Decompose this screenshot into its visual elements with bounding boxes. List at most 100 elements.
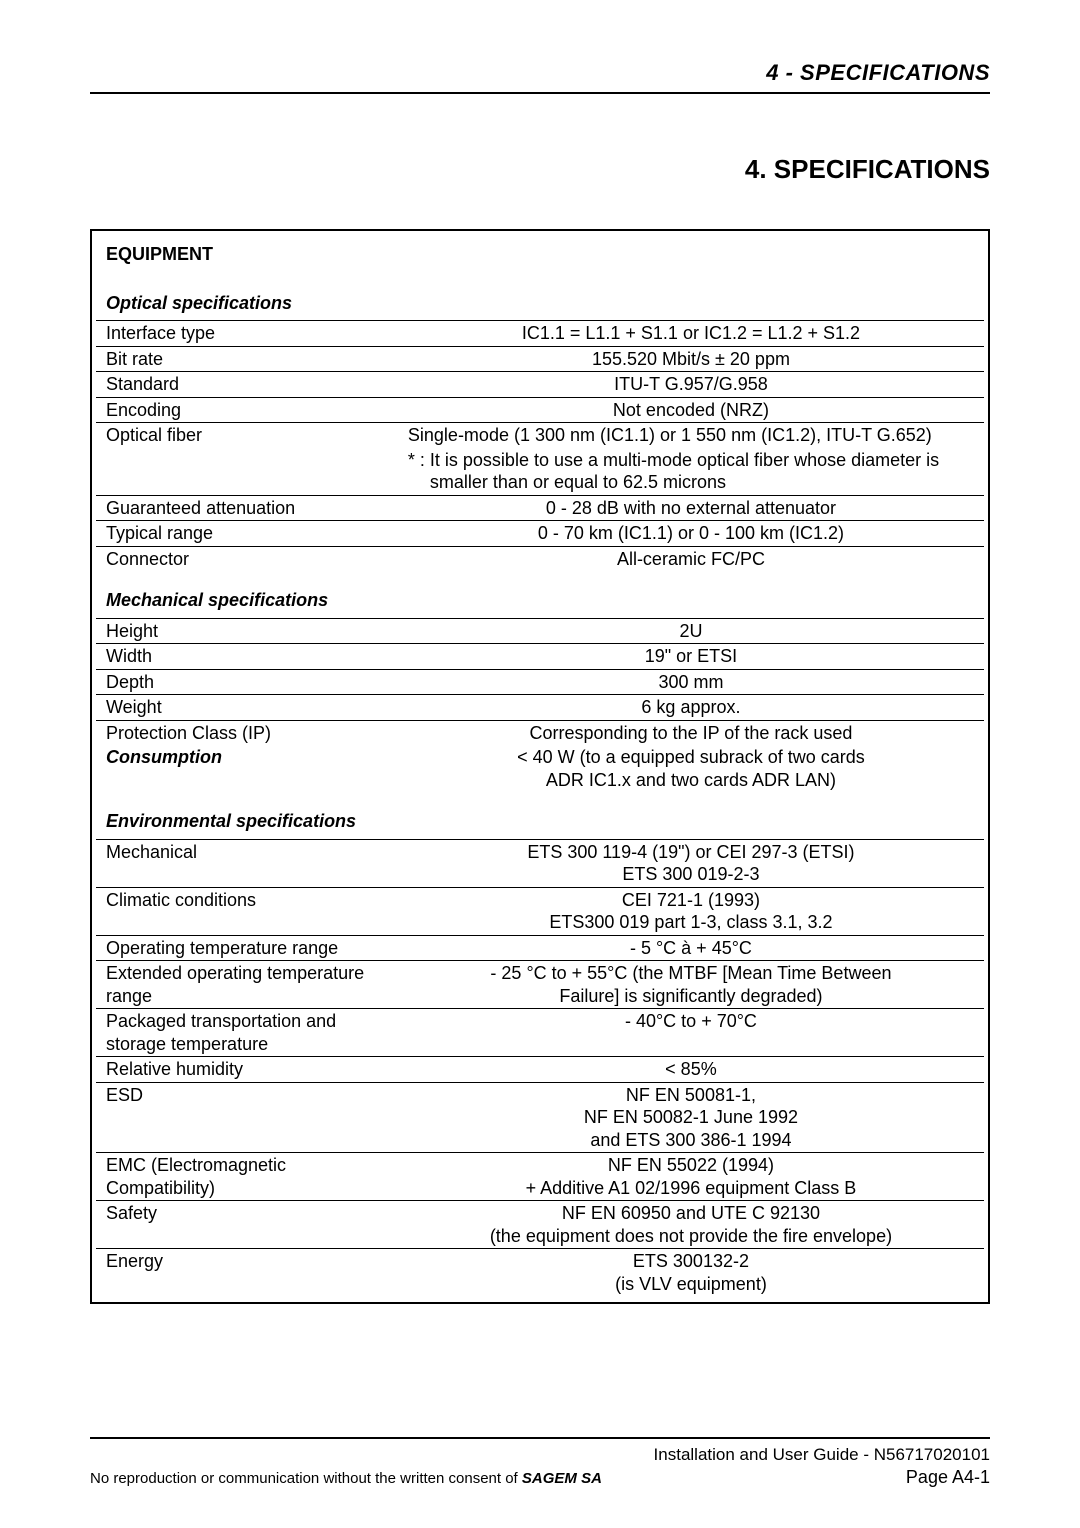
cell-line: and ETS 300 386-1 1994 [590, 1130, 791, 1150]
table-row: ESD NF EN 50081-1, NF EN 50082-1 June 19… [96, 1082, 984, 1153]
table-row: Mechanical ETS 300 119-4 (19") or CEI 29… [96, 839, 984, 887]
cell-label: Encoding [96, 397, 398, 423]
table-row: Consumption < 40 W (to a equipped subrac… [96, 745, 984, 792]
table-row: Relative humidity < 85% [96, 1057, 984, 1083]
cell-label: Climatic conditions [96, 887, 398, 935]
cell-value: 0 - 28 dB with no external attenuator [398, 495, 984, 521]
cell-label: Protection Class (IP) [96, 720, 398, 745]
cell-label: Relative humidity [96, 1057, 398, 1083]
footer-page-number: Page A4-1 [886, 1467, 990, 1488]
table-row: Climatic conditions CEI 721-1 (1993) ETS… [96, 887, 984, 935]
cell-value: ITU-T G.957/G.958 [398, 372, 984, 398]
cell-line: < 40 W (to a equipped subrack of two car… [517, 747, 865, 767]
group-heading-optical: Optical specifications [96, 274, 984, 321]
cell-line: ETS 300 119-4 (19") or CEI 297-3 (ETSI) [527, 842, 854, 862]
table-row: Height 2U [96, 618, 984, 644]
cell-line: ETS300 019 part 1-3, class 3.1, 3.2 [549, 912, 832, 932]
cell-line: NF EN 50081-1, [626, 1085, 756, 1105]
table-row: Guaranteed attenuation 0 - 28 dB with no… [96, 495, 984, 521]
cell-value: ETS 300 119-4 (19") or CEI 297-3 (ETSI) … [398, 839, 984, 887]
cell-line: - 25 °C to + 55°C (the MTBF [Mean Time B… [490, 963, 891, 983]
cell-value: CEI 721-1 (1993) ETS300 019 part 1-3, cl… [398, 887, 984, 935]
table-row: Bit rate 155.520 Mbit/s ± 20 ppm [96, 346, 984, 372]
consumption-value: < 40 W (to a equipped subrack of two car… [398, 745, 984, 792]
table-row: Depth 300 mm [96, 669, 984, 695]
table-row: * : It is possible to use a multi-mode o… [96, 448, 984, 496]
cell-label: Width [96, 644, 398, 670]
cell-value: Corresponding to the IP of the rack used [398, 720, 984, 745]
cell-label: Bit rate [96, 346, 398, 372]
cell-line: + Additive A1 02/1996 equipment Class B [526, 1178, 857, 1198]
footer-rule [90, 1437, 990, 1439]
consumption-table: Consumption < 40 W (to a equipped subrac… [96, 745, 984, 792]
cell-value: 300 mm [398, 669, 984, 695]
cell-line: (is VLV equipment) [615, 1274, 767, 1294]
mechanical-table: Height 2U Width 19" or ETSI Depth 300 mm… [96, 618, 984, 746]
table-row: Width 19" or ETSI [96, 644, 984, 670]
cell-value: 6 kg approx. [398, 695, 984, 721]
cell-value-text: Single-mode (1 300 nm (IC1.1) or 1 550 n… [408, 425, 932, 445]
cell-label: Standard [96, 372, 398, 398]
section-title: 4. SPECIFICATIONS [90, 154, 990, 185]
table-row: Protection Class (IP) Corresponding to t… [96, 720, 984, 745]
table-title: EQUIPMENT [96, 243, 984, 274]
cell-value: - 40°C to + 70°C [398, 1009, 984, 1057]
cell-line: ETS 300132-2 [633, 1251, 749, 1271]
cell-value: IC1.1 = L1.1 + S1.1 or IC1.2 = L1.2 + S1… [398, 321, 984, 347]
table-row: Safety NF EN 60950 and UTE C 92130 (the … [96, 1201, 984, 1249]
cell-label: Energy [96, 1249, 398, 1297]
cell-line: (the equipment does not provide the fire… [490, 1226, 892, 1246]
table-row: Packaged transportation and storage temp… [96, 1009, 984, 1057]
cell-line: NF EN 50082-1 June 1992 [584, 1107, 798, 1127]
group-heading-environmental: Environmental specifications [96, 792, 984, 839]
cell-label [96, 448, 398, 496]
running-head: 4 - SPECIFICATIONS [90, 60, 990, 92]
cell-value: < 85% [398, 1057, 984, 1083]
optical-table: Interface type IC1.1 = L1.1 + S1.1 or IC… [96, 320, 984, 571]
table-row: Encoding Not encoded (NRZ) [96, 397, 984, 423]
cell-line: Failure] is significantly degraded) [559, 986, 822, 1006]
consumption-label: Consumption [96, 745, 398, 792]
page: 4 - SPECIFICATIONS 4. SPECIFICATIONS EQU… [0, 0, 1080, 1528]
group-heading-mechanical: Mechanical specifications [96, 571, 984, 618]
cell-line: NF EN 60950 and UTE C 92130 [562, 1203, 820, 1223]
cell-label: Extended operating temperature range [96, 961, 398, 1009]
footer-copyright: No reproduction or communication without… [90, 1470, 886, 1487]
spec-table: EQUIPMENT Optical specifications Interfa… [90, 229, 990, 1304]
cell-value: Single-mode (1 300 nm (IC1.1) or 1 550 n… [398, 423, 984, 448]
header-rule [90, 92, 990, 94]
table-row: Weight 6 kg approx. [96, 695, 984, 721]
cell-label: Optical fiber [96, 423, 398, 448]
table-row: Typical range 0 - 70 km (IC1.1) or 0 - 1… [96, 521, 984, 547]
cell-label: Safety [96, 1201, 398, 1249]
cell-value: NF EN 60950 and UTE C 92130 (the equipme… [398, 1201, 984, 1249]
table-row: EMC (Electromagnetic Compatibility) NF E… [96, 1153, 984, 1201]
cell-label: EMC (Electromagnetic Compatibility) [96, 1153, 398, 1201]
cell-label: Guaranteed attenuation [96, 495, 398, 521]
cell-label: Depth [96, 669, 398, 695]
cell-label: Typical range [96, 521, 398, 547]
footer-copyright-text: No reproduction or communication without… [90, 1470, 522, 1487]
table-row: Operating temperature range - 5 °C à + 4… [96, 935, 984, 961]
footer-guide-ref: Installation and User Guide - N567170201… [90, 1445, 990, 1465]
environmental-table: Mechanical ETS 300 119-4 (19") or CEI 29… [96, 839, 984, 1297]
cell-note: * : It is possible to use a multi-mode o… [398, 448, 984, 496]
cell-label: Operating temperature range [96, 935, 398, 961]
cell-label: Mechanical [96, 839, 398, 887]
cell-label: ESD [96, 1082, 398, 1153]
cell-value: ETS 300132-2 (is VLV equipment) [398, 1249, 984, 1297]
cell-value: 2U [398, 618, 984, 644]
table-row: Interface type IC1.1 = L1.1 + S1.1 or IC… [96, 321, 984, 347]
table-row: Extended operating temperature range - 2… [96, 961, 984, 1009]
page-footer: Installation and User Guide - N567170201… [90, 1437, 990, 1488]
cell-line: NF EN 55022 (1994) [608, 1155, 774, 1175]
cell-line: ADR IC1.x and two cards ADR LAN) [546, 770, 836, 790]
note-star: * : [408, 449, 430, 494]
table-row: Energy ETS 300132-2 (is VLV equipment) [96, 1249, 984, 1297]
cell-value: NF EN 50081-1, NF EN 50082-1 June 1992 a… [398, 1082, 984, 1153]
cell-label: Height [96, 618, 398, 644]
cell-value: - 5 °C à + 45°C [398, 935, 984, 961]
cell-value: 0 - 70 km (IC1.1) or 0 - 100 km (IC1.2) [398, 521, 984, 547]
table-row: Connector All-ceramic FC/PC [96, 546, 984, 571]
cell-label: Interface type [96, 321, 398, 347]
